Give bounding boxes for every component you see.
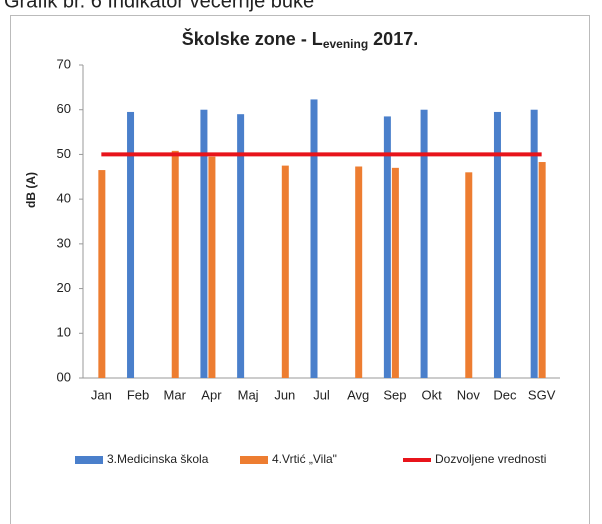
- bar: [493, 111, 501, 378]
- y-axis-label: dB (A): [24, 172, 38, 208]
- bar: [310, 99, 318, 379]
- bar: [98, 170, 106, 378]
- legend-label: 3.Medicinska škola: [107, 452, 209, 466]
- x-tick-label: Dec: [493, 387, 517, 402]
- bar: [208, 156, 216, 378]
- bar: [171, 150, 179, 378]
- bar: [200, 109, 208, 378]
- bar: [465, 172, 473, 378]
- legend-swatch: [240, 456, 268, 464]
- bar: [237, 114, 245, 378]
- x-tick-label: Okt: [421, 387, 442, 402]
- caption: Grafik br. 6 Indikator večernje buke: [4, 0, 314, 12]
- x-tick-label: SGV: [528, 387, 556, 402]
- y-tick-label: 40: [57, 191, 71, 206]
- bar: [530, 109, 538, 378]
- x-tick-label: Maj: [238, 387, 259, 402]
- y-tick-label: 30: [57, 235, 71, 250]
- bar: [420, 109, 428, 378]
- bar: [538, 162, 546, 378]
- title-subscript: evening: [323, 37, 368, 51]
- y-tick-label: 50: [57, 146, 71, 161]
- x-tick-label: Jan: [91, 387, 112, 402]
- bar: [127, 111, 135, 378]
- legend-label: Dozvoljene vrednosti: [435, 452, 546, 466]
- legend-label: 4.Vrtić „Vila": [272, 452, 337, 466]
- x-tick-label: Avg: [347, 387, 369, 402]
- x-tick-label: Jun: [274, 387, 295, 402]
- y-tick-label: 70: [57, 56, 71, 71]
- y-tick-label: 60: [57, 101, 71, 116]
- x-tick-label: Sep: [383, 387, 406, 402]
- y-tick-label: 10: [57, 325, 71, 340]
- chart-frame: [10, 15, 590, 524]
- bar: [281, 165, 289, 378]
- y-tick-label: 00: [57, 369, 71, 384]
- title-suffix: 2017.: [368, 29, 418, 49]
- x-tick-label: Mar: [164, 387, 187, 402]
- chart-title: Školske zone - Levening 2017.: [182, 28, 418, 51]
- x-tick-label: Feb: [127, 387, 149, 402]
- bar: [355, 166, 363, 378]
- x-tick-label: Apr: [201, 387, 222, 402]
- y-tick-label: 20: [57, 280, 71, 295]
- bar: [391, 167, 399, 378]
- legend-swatch: [75, 456, 103, 464]
- title-main: Školske zone - L: [182, 28, 323, 49]
- x-tick-label: Jul: [313, 387, 330, 402]
- x-tick-label: Nov: [457, 387, 481, 402]
- bar: [383, 116, 391, 379]
